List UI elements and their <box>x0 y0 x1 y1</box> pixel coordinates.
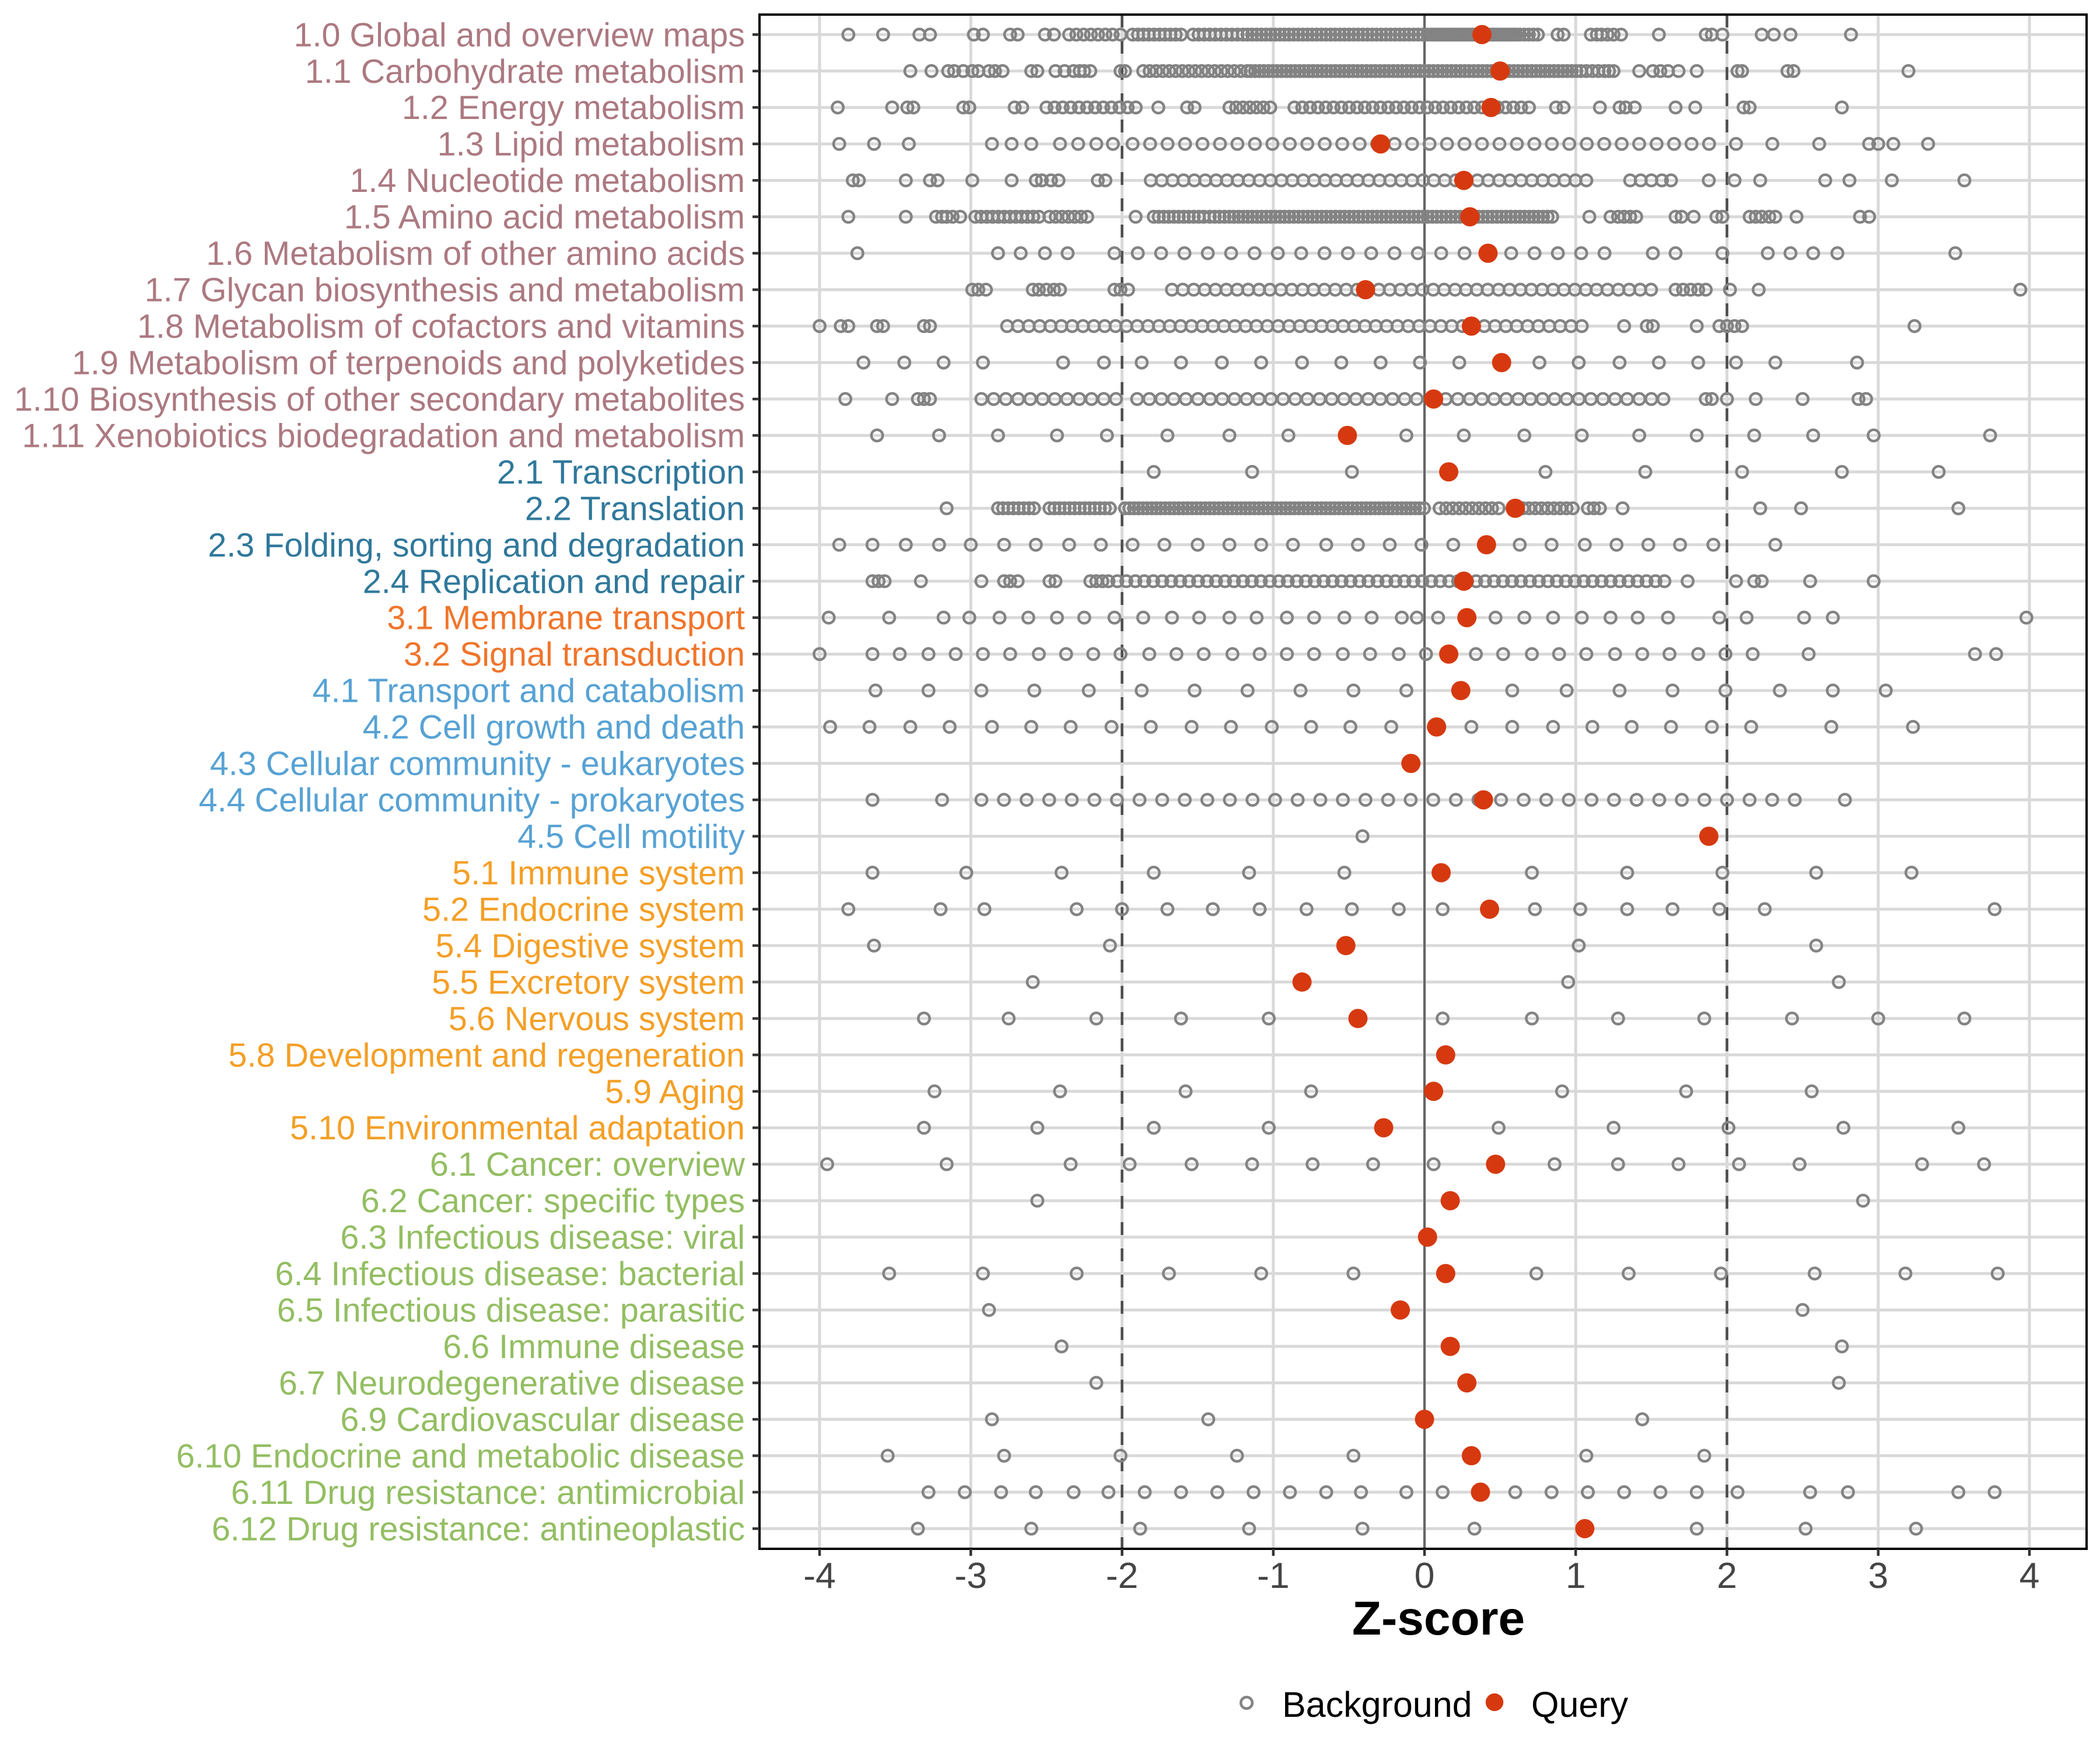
svg-text:1: 1 <box>1566 1555 1586 1596</box>
svg-text:1.11 Xenobiotics biodegradatio: 1.11 Xenobiotics biodegradation and meta… <box>22 417 745 454</box>
svg-text:6.1 Cancer: overview: 6.1 Cancer: overview <box>430 1146 746 1184</box>
svg-text:Z-score: Z-score <box>1352 1592 1525 1645</box>
svg-text:5.8 Development and regenerati: 5.8 Development and regeneration <box>229 1037 745 1074</box>
svg-text:5.1 Immune system: 5.1 Immune system <box>452 855 745 892</box>
svg-text:4.3 Cellular community - eukar: 4.3 Cellular community - eukaryotes <box>210 746 745 783</box>
svg-text:Query: Query <box>1531 1685 1629 1724</box>
svg-text:4.2 Cell growth and death: 4.2 Cell growth and death <box>363 709 745 746</box>
svg-text:5.4 Digestive system: 5.4 Digestive system <box>436 928 745 965</box>
svg-text:2.2 Translation: 2.2 Translation <box>525 490 745 527</box>
svg-text:6.2 Cancer: specific types: 6.2 Cancer: specific types <box>361 1182 745 1220</box>
svg-text:2: 2 <box>1717 1555 1737 1596</box>
svg-text:5.6 Nervous system: 5.6 Nervous system <box>449 1000 745 1038</box>
svg-text:6.4 Infectious disease: bacter: 6.4 Infectious disease: bacterial <box>275 1255 745 1293</box>
svg-text:5.5 Excretory system: 5.5 Excretory system <box>432 964 745 1001</box>
svg-text:3.2 Signal transduction: 3.2 Signal transduction <box>404 636 745 673</box>
svg-text:1.5 Amino acid metabolism: 1.5 Amino acid metabolism <box>344 199 745 236</box>
svg-text:6.6 Immune disease: 6.6 Immune disease <box>443 1328 745 1366</box>
svg-text:2.1 Transcription: 2.1 Transcription <box>497 454 745 491</box>
svg-text:-4: -4 <box>803 1555 836 1596</box>
svg-text:-1: -1 <box>1257 1555 1290 1596</box>
svg-text:6.10 Endocrine and metabolic d: 6.10 Endocrine and metabolic disease <box>176 1437 745 1475</box>
svg-text:6.5 Infectious disease: parasi: 6.5 Infectious disease: parasitic <box>277 1292 745 1329</box>
svg-text:-3: -3 <box>954 1555 987 1596</box>
svg-text:1.10 Biosynthesis of other sec: 1.10 Biosynthesis of other secondary met… <box>14 381 745 418</box>
svg-text:1.6 Metabolism of other amino: 1.6 Metabolism of other amino acids <box>206 235 745 272</box>
svg-text:1.7 Glycan biosynthesis and me: 1.7 Glycan biosynthesis and metabolism <box>145 272 745 309</box>
svg-text:4: 4 <box>2020 1555 2040 1596</box>
svg-text:4.4 Cellular community - proka: 4.4 Cellular community - prokaryotes <box>199 782 745 819</box>
svg-text:3: 3 <box>1868 1555 1888 1596</box>
svg-text:Background: Background <box>1282 1685 1472 1724</box>
svg-text:5.2 Endocrine system: 5.2 Endocrine system <box>422 891 745 929</box>
svg-text:6.12 Drug resistance: antineop: 6.12 Drug resistance: antineoplastic <box>212 1510 745 1548</box>
svg-text:3.1 Membrane transport: 3.1 Membrane transport <box>387 600 745 637</box>
svg-text:2.4 Replication and repair: 2.4 Replication and repair <box>363 563 745 600</box>
svg-text:1.2 Energy metabolism: 1.2 Energy metabolism <box>402 89 745 127</box>
svg-text:5.10 Environmental adaptation: 5.10 Environmental adaptation <box>290 1110 745 1147</box>
svg-text:1.4 Nucleotide metabolism: 1.4 Nucleotide metabolism <box>349 162 745 200</box>
svg-text:2.3 Folding, sorting and degra: 2.3 Folding, sorting and degradation <box>208 527 745 564</box>
svg-text:0: 0 <box>1415 1555 1435 1596</box>
svg-text:4.1 Transport and catabolism: 4.1 Transport and catabolism <box>312 673 745 710</box>
svg-text:6.9 Cardiovascular disease: 6.9 Cardiovascular disease <box>340 1401 745 1439</box>
svg-text:6.7 Neurodegenerative disease: 6.7 Neurodegenerative disease <box>279 1365 745 1402</box>
svg-text:4.5 Cell motility: 4.5 Cell motility <box>517 818 745 856</box>
svg-text:-2: -2 <box>1106 1555 1139 1596</box>
svg-text:1.9 Metabolism of terpenoids a: 1.9 Metabolism of terpenoids and polyket… <box>72 345 745 382</box>
svg-text:1.0 Global and overview maps: 1.0 Global and overview maps <box>294 16 745 54</box>
svg-text:6.3 Infectious disease: viral: 6.3 Infectious disease: viral <box>340 1219 745 1257</box>
svg-text:1.1 Carbohydrate metabolism: 1.1 Carbohydrate metabolism <box>305 53 745 90</box>
svg-text:5.9 Aging: 5.9 Aging <box>605 1073 745 1111</box>
svg-text:1.8 Metabolism of cofactors an: 1.8 Metabolism of cofactors and vitamins <box>137 308 745 345</box>
svg-text:6.11 Drug resistance: antimicr: 6.11 Drug resistance: antimicrobial <box>231 1474 745 1511</box>
svg-text:1.3 Lipid metabolism: 1.3 Lipid metabolism <box>438 126 745 163</box>
